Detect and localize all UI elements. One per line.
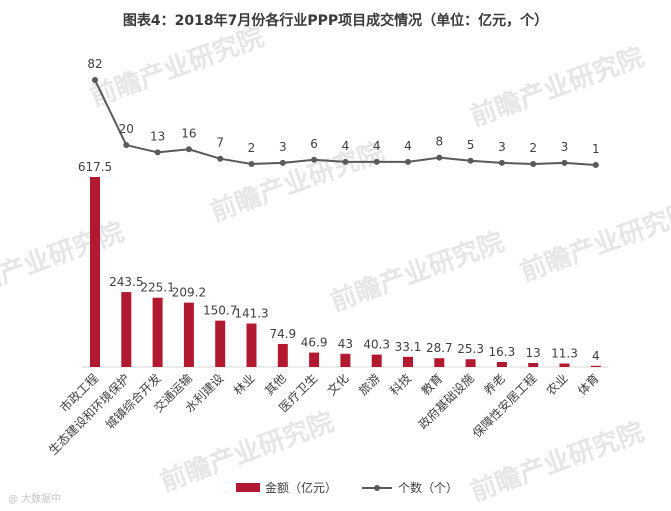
- watermark-text: 前瞻产业研究院: [86, 21, 268, 112]
- bar-3: [152, 297, 163, 367]
- bar-16: [559, 363, 570, 367]
- count-point-17: [592, 162, 599, 168]
- count-value-label: 4: [373, 139, 381, 153]
- bar-9: [340, 353, 351, 367]
- watermark-text: 前瞻产业研究院: [0, 216, 128, 307]
- count-point-10: [373, 158, 380, 165]
- watermark-text: 前瞻产业研究院: [466, 416, 648, 507]
- bar-value-label: 225.1: [140, 281, 174, 295]
- count-point-3: [154, 149, 161, 156]
- count-value-label: 82: [87, 57, 102, 71]
- bar-value-label: 141.3: [234, 307, 268, 321]
- count-value-label: 16: [181, 126, 196, 140]
- category-label: 教育: [418, 371, 446, 399]
- bar-11: [403, 356, 413, 367]
- count-value-label: 3: [561, 140, 569, 154]
- bar-value-label: 11.3: [551, 347, 578, 361]
- count-value-label: 4: [404, 139, 412, 153]
- count-value-label: 5: [467, 138, 475, 152]
- chart-title: 图表4：2018年7月份各行业PPP项目成交情况（单位：亿元，个）: [122, 13, 549, 29]
- count-point-9: [342, 158, 349, 165]
- count-value-label: 20: [119, 122, 134, 136]
- count-value-label: 4: [342, 139, 350, 153]
- watermark-text: 前瞻产业研究院: [326, 226, 508, 317]
- watermark-text: 前瞻产业研究院: [206, 136, 388, 227]
- bar-value-label: 28.7: [426, 341, 453, 355]
- category-label: 养老: [480, 371, 508, 399]
- bar-value-label: 13: [526, 346, 541, 360]
- bar-6: [246, 323, 257, 367]
- bar-8: [309, 352, 320, 367]
- bar-1: [90, 177, 100, 367]
- bar-12: [434, 358, 445, 367]
- count-point-4: [185, 146, 192, 153]
- category-label: 政府基础设施: [415, 371, 477, 433]
- bar-value-label: 74.9: [269, 327, 296, 341]
- bar-value-label: 43: [338, 337, 353, 351]
- category-label: 农业: [544, 371, 571, 398]
- watermark-text: 前瞻产业研究院: [466, 41, 648, 132]
- bar-5: [215, 320, 226, 367]
- count-point-6: [248, 160, 255, 167]
- bar-value-label: 16.3: [489, 345, 516, 359]
- count-value-label: 2: [248, 141, 256, 155]
- count-point-13: [467, 157, 474, 164]
- bar-value-label: 40.3: [363, 338, 390, 352]
- count-point-7: [279, 159, 286, 166]
- bar-10: [371, 354, 382, 367]
- category-label: 科技: [387, 371, 414, 398]
- count-point-12: [436, 154, 443, 161]
- category-label: 体育: [574, 371, 602, 399]
- legend-label-amount: 金额（亿元）: [265, 480, 337, 495]
- bar-value-label: 150.7: [203, 304, 237, 318]
- count-point-16: [561, 159, 568, 166]
- bar-value-label: 25.3: [457, 342, 484, 356]
- bar-value-label: 4: [592, 349, 600, 363]
- count-point-5: [217, 155, 224, 162]
- bar-13: [465, 359, 476, 367]
- legend-swatch-amount: [236, 483, 260, 492]
- count-point-8: [311, 156, 318, 163]
- count-value-label: 6: [310, 137, 318, 151]
- bar-17: [590, 365, 601, 367]
- bar-value-label: 243.5: [109, 275, 143, 289]
- footer-watermark: @ 大数据中: [8, 494, 62, 505]
- count-value-label: 1: [592, 142, 600, 156]
- category-label: 其他: [262, 371, 289, 398]
- legend-marker-count: [374, 485, 380, 491]
- bar-2: [121, 292, 132, 367]
- count-value-label: 13: [150, 129, 165, 143]
- count-value-label: 2: [529, 141, 537, 155]
- category-label: 文化: [324, 371, 352, 399]
- bar-value-label: 46.9: [301, 336, 328, 350]
- count-value-label: 8: [435, 135, 443, 149]
- count-point-1: [92, 77, 98, 84]
- bar-value-label: 33.1: [395, 340, 422, 354]
- count-point-2: [123, 142, 130, 149]
- bar-4: [183, 302, 194, 367]
- bar-value-label: 209.2: [172, 286, 206, 300]
- category-label: 旅游: [356, 371, 383, 398]
- category-label: 林业: [231, 371, 258, 398]
- bar-value-label: 617.5: [78, 160, 112, 174]
- bar-14: [496, 361, 507, 367]
- count-point-11: [405, 158, 411, 165]
- count-point-14: [498, 159, 505, 166]
- watermark-text: 前瞻产业研究院: [516, 196, 671, 287]
- legend-label-count: 个数（个）: [398, 480, 458, 495]
- count-value-label: 3: [498, 140, 506, 154]
- bar-7: [277, 343, 288, 367]
- count-value-label: 7: [216, 136, 224, 150]
- count-point-15: [530, 160, 537, 167]
- count-value-label: 3: [279, 140, 287, 154]
- bar-15: [528, 363, 539, 367]
